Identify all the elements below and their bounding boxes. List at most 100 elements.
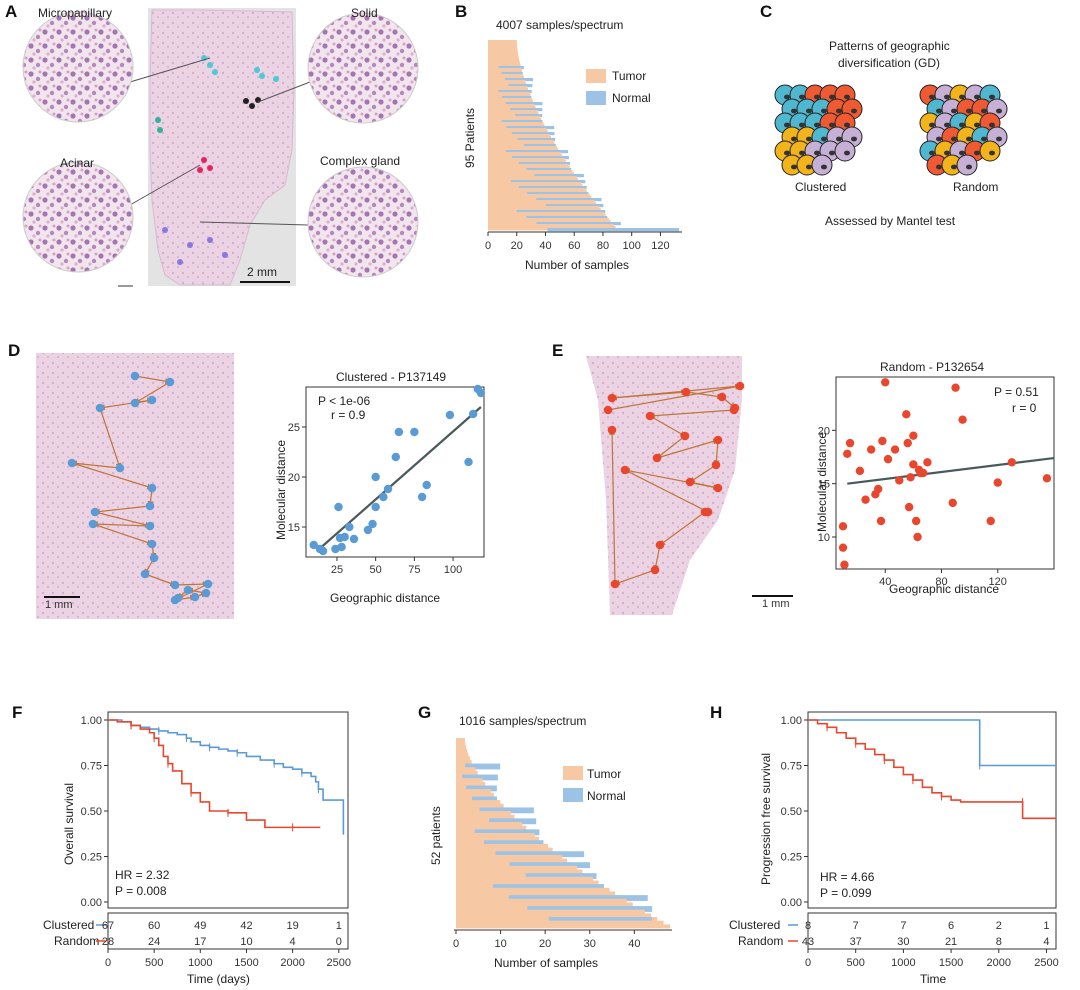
tumor-bar <box>488 204 598 207</box>
x-tick-label: 25 <box>331 564 343 576</box>
data-point <box>476 388 486 398</box>
x-tick-label: 2500 <box>1034 957 1058 969</box>
normal-bar <box>510 108 543 112</box>
cell-nucleus <box>974 122 980 128</box>
sample-point <box>680 431 690 441</box>
data-point <box>309 540 318 550</box>
risk-clustered-value: 1 <box>336 920 342 932</box>
tumor-bar <box>488 118 542 121</box>
panel-g: G 1016 samples/spectrum 0 10 20 30 40 Number… <box>418 703 672 970</box>
tumor-bar <box>488 136 552 139</box>
risk-clustered-value: 60 <box>148 920 160 932</box>
data-point <box>902 410 911 419</box>
risk-clustered-value: 1 <box>1043 920 1049 932</box>
panel-g-ylabel: 52 patients <box>429 806 443 865</box>
cell-nucleus <box>944 122 950 128</box>
tumor-bar <box>488 88 529 91</box>
normal-bar <box>465 763 501 770</box>
tumor-bar <box>488 194 590 197</box>
tumor-bar <box>456 752 469 757</box>
normal-bar <box>518 186 587 190</box>
normal-bar <box>504 78 534 82</box>
panel-e-plot-frame <box>835 376 1055 570</box>
tumor-bar <box>488 44 517 47</box>
risk-clustered-value: 7 <box>853 920 859 932</box>
data-point <box>890 445 900 454</box>
y-tick-label: 0.00 <box>81 897 102 909</box>
risk-random-value: 4 <box>290 936 296 948</box>
tumor-bar <box>488 86 528 89</box>
y-tick-label: 15 <box>818 479 830 491</box>
tumor-bar <box>456 873 588 878</box>
cell-nucleus <box>836 136 842 142</box>
sample-point <box>115 463 125 473</box>
data-point <box>464 457 473 467</box>
sample-point <box>190 592 200 602</box>
tumor-bar <box>456 803 504 808</box>
panel-e-ylabel: Molecular distance <box>815 432 829 532</box>
label-micropapillary: Micropapillary <box>38 6 112 20</box>
x-tick-label: 40 <box>539 240 551 252</box>
panel-d-stat-r: r = 0.9 <box>331 408 366 422</box>
cell-nucleus <box>814 150 820 156</box>
tumor-bar <box>456 920 664 925</box>
tumor-bar <box>456 770 478 775</box>
tumor-bar <box>488 74 524 77</box>
tumor-bar <box>488 124 545 127</box>
data-point <box>345 522 354 532</box>
trajectory-arrow <box>624 469 710 513</box>
normal-bar <box>501 120 543 124</box>
risk-random-value: 37 <box>850 936 862 948</box>
cell <box>811 154 833 176</box>
tumor-bar <box>456 811 511 816</box>
sample-point <box>170 580 180 590</box>
normal-bar <box>526 168 572 172</box>
tumor-bar <box>488 82 526 85</box>
x-tick-label: 50 <box>370 564 382 576</box>
cell-nucleus <box>814 94 820 100</box>
normal-bar <box>506 126 555 130</box>
leader-acinar <box>129 164 201 206</box>
data-point <box>986 516 995 526</box>
tumor-bar <box>456 924 670 929</box>
tissue-section <box>149 9 295 286</box>
tumor-bar <box>488 218 609 221</box>
tumor-bar <box>456 833 535 838</box>
cell-nucleus <box>959 94 965 100</box>
panel-d-label: D <box>8 341 20 360</box>
panel-d-ylabel: Molecular distance <box>274 440 288 540</box>
tumor-bar <box>488 220 611 223</box>
x-tick-label: 20 <box>511 240 523 252</box>
sample-point <box>173 593 183 603</box>
risk-clustered-value: 7 <box>900 920 906 932</box>
panel-g-bars <box>456 738 670 929</box>
clustered-cell-cluster <box>774 84 863 176</box>
y-tick-label: 0.50 <box>81 806 102 818</box>
tumor-bar <box>488 190 587 193</box>
cell-nucleus <box>784 150 790 156</box>
sample-point <box>95 403 105 413</box>
sample-point <box>700 507 710 517</box>
cell-nucleus <box>829 150 835 156</box>
y-tick-label: 20 <box>818 425 830 437</box>
panel-f-hr: HR = 2.32 <box>115 868 170 882</box>
cell-nucleus <box>821 108 827 114</box>
x-tick-label: 100 <box>623 240 641 252</box>
tumor-bar <box>456 865 578 870</box>
cell-nucleus <box>929 94 935 100</box>
panel-f-plot-frame <box>107 711 349 909</box>
risk-clustered-value: 67 <box>102 920 114 932</box>
y-tick-label: 0.00 <box>781 897 802 909</box>
trajectory-arrow <box>93 505 151 515</box>
normal-bar <box>489 818 537 825</box>
normal-bar <box>505 102 543 106</box>
x-tick-label: 10 <box>494 938 506 950</box>
sample-point <box>713 435 723 445</box>
sample-point <box>650 565 660 575</box>
data-point <box>468 409 478 419</box>
scale-bar-d-label: 1 mm <box>45 599 73 611</box>
data-point <box>871 490 880 499</box>
cell <box>834 140 856 162</box>
cell-nucleus <box>981 108 987 114</box>
data-point <box>383 484 393 494</box>
